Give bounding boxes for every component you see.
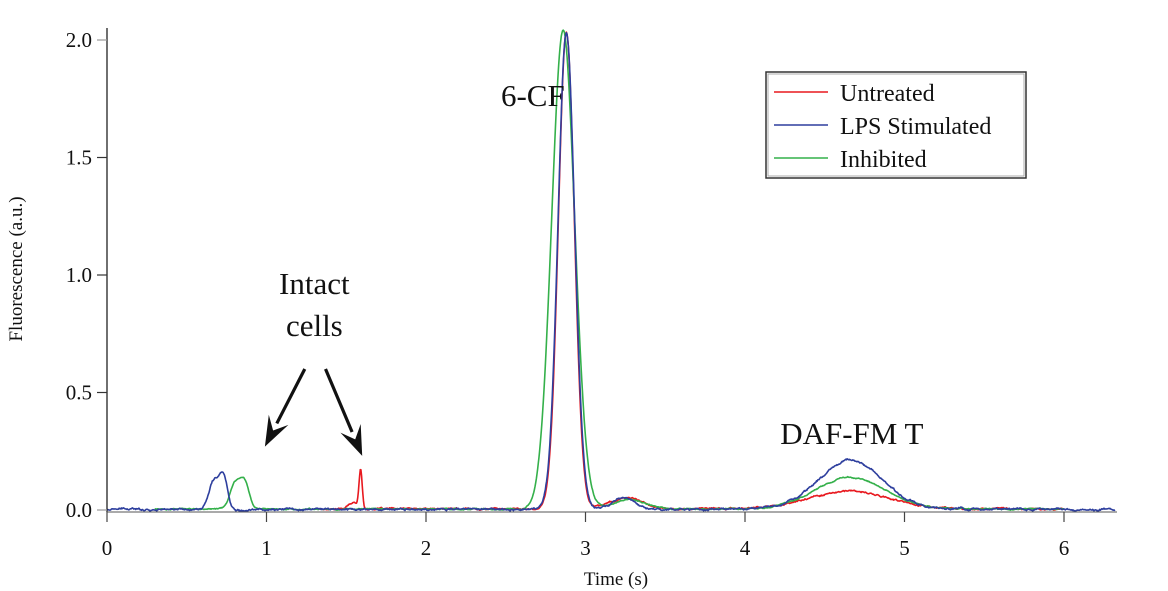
annotation-6cf: 6-CF: [501, 78, 565, 113]
series-line-lps-stimulated: [106, 31, 1116, 513]
y-tick-label: 0.5: [66, 381, 92, 405]
x-tick-label: 4: [740, 536, 751, 560]
arrow-head: [264, 414, 289, 447]
legend-label-lps-stimulated: LPS Stimulated: [840, 114, 991, 140]
x-tick-label: 5: [899, 536, 910, 560]
arrow-shaft: [275, 368, 307, 425]
legend-label-untreated: Untreated: [840, 81, 935, 107]
y-tick-label: 0.0: [66, 498, 92, 522]
axes: 0.0 0.5 1.0 1.5 2.0 0 1 2 3 4 5 6: [66, 28, 1117, 560]
arrow-layer: [264, 368, 363, 456]
x-tick-label: 1: [261, 536, 272, 560]
annotation-daf-fm-t: DAF-FM T: [780, 416, 923, 451]
x-tick-label: 2: [421, 536, 432, 560]
annotation-cells: cells: [286, 308, 343, 343]
x-tick-label: 6: [1059, 536, 1070, 560]
x-tick-label: 3: [580, 536, 591, 560]
y-tick-label: 2.0: [66, 28, 92, 52]
y-tick-label: 1.5: [66, 146, 92, 170]
arrow-head: [340, 424, 363, 456]
y-ticks: 0.0 0.5 1.0 1.5 2.0: [66, 28, 107, 522]
legend-label-inhibited: Inhibited: [840, 147, 927, 173]
series-layer: [106, 29, 1116, 513]
x-axis-title: Time (s): [584, 569, 648, 590]
annotation-intact: Intact: [279, 266, 350, 301]
x-tick-label: 0: [102, 536, 113, 560]
y-axis-title: Fluorescence (a.u.): [6, 196, 27, 341]
y-tick-label: 1.0: [66, 263, 92, 287]
annotation-layer: 6-CF Intact cells DAF-FM T: [279, 78, 923, 451]
x-ticks: 0 1 2 3 4 5 6: [102, 512, 1070, 560]
arrow-shaft: [324, 368, 354, 433]
legend: Untreated LPS Stimulated Inhibited: [765, 71, 1027, 179]
